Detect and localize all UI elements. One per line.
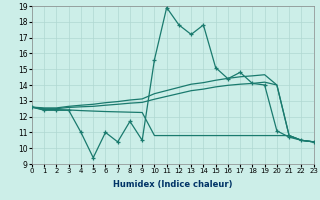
- X-axis label: Humidex (Indice chaleur): Humidex (Indice chaleur): [113, 180, 233, 189]
